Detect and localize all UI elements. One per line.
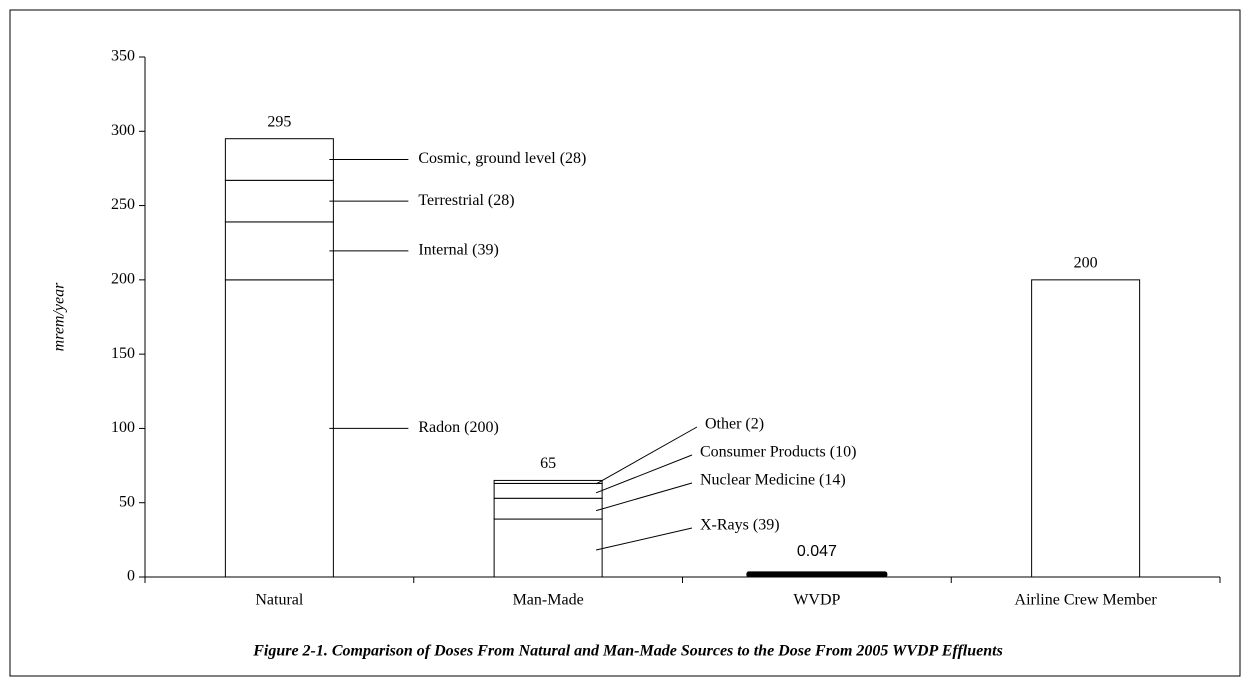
bar-segment xyxy=(224,221,334,281)
value-label: 0.047 xyxy=(797,543,837,560)
value-label: 200 xyxy=(1074,255,1098,272)
segment-label: Nuclear Medicine (14) xyxy=(700,472,846,489)
leader-line xyxy=(595,454,693,494)
bar xyxy=(1031,279,1141,578)
bar-segment xyxy=(224,138,334,181)
x-tick-label: Man-Made xyxy=(513,592,584,609)
y-tick-label: 0 xyxy=(127,568,135,585)
y-axis-label: mrem/year xyxy=(51,282,68,351)
leader-line xyxy=(595,482,693,512)
leader-line xyxy=(596,527,693,551)
y-tick-label: 250 xyxy=(111,196,135,213)
bar-segment xyxy=(224,279,334,578)
segment-label: Other (2) xyxy=(705,416,764,433)
value-label: 65 xyxy=(540,455,556,472)
y-tick-label: 100 xyxy=(111,419,135,436)
bar-segment xyxy=(493,518,603,578)
y-tick-label: 150 xyxy=(111,345,135,362)
x-tick-label: Natural xyxy=(255,592,304,609)
bar-segment xyxy=(493,479,603,484)
bar xyxy=(746,571,888,578)
segment-label: Radon (200) xyxy=(418,419,498,436)
x-tick-label: WVDP xyxy=(793,592,840,609)
segment-label: X-Rays (39) xyxy=(700,517,780,534)
y-tick-label: 200 xyxy=(111,271,135,288)
leader-line xyxy=(595,426,698,485)
y-tick-label: 350 xyxy=(111,48,135,65)
segment-label: Internal (39) xyxy=(418,242,498,259)
bar-segment xyxy=(224,179,334,223)
x-tick-label: Airline Crew Member xyxy=(1015,592,1158,609)
y-tick-label: 300 xyxy=(111,122,135,139)
segment-label: Consumer Products (10) xyxy=(700,444,856,461)
bar-segment xyxy=(493,497,603,520)
bar-segment xyxy=(493,482,603,499)
y-tick-label: 50 xyxy=(119,493,135,510)
segment-label: Cosmic, ground level (28) xyxy=(418,150,586,167)
caption: Figure 2-1. Comparison of Doses From Nat… xyxy=(252,643,1003,660)
value-label: 295 xyxy=(267,113,291,130)
segment-label: Terrestrial (28) xyxy=(418,192,514,209)
frame xyxy=(9,9,1241,677)
